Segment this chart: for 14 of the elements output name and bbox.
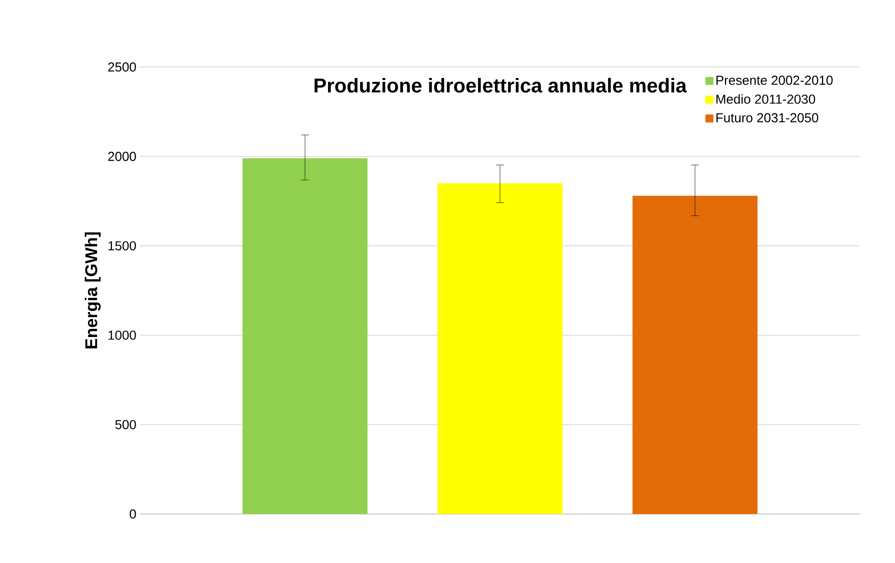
- legend-label: Presente 2002-2010: [716, 76, 833, 85]
- chart-title: Produzione idroelettrica annuale media: [314, 78, 687, 93]
- bar: [632, 196, 758, 514]
- y-tick-label: 500: [115, 420, 136, 430]
- y-tick-label: 1000: [108, 330, 136, 340]
- y-tick-label: 0: [130, 509, 136, 519]
- legend-label: Medio 2011-2030: [716, 94, 816, 104]
- y-axis-title: Energia [GWh]: [84, 232, 101, 348]
- bar: [438, 183, 563, 514]
- y-tick-label: 2000: [108, 152, 136, 161]
- bar: [242, 158, 368, 514]
- y-tick-label: 1500: [108, 241, 136, 250]
- legend-label: Futuro 2031-2050: [716, 113, 818, 122]
- y-tick-label: 2500: [108, 62, 136, 72]
